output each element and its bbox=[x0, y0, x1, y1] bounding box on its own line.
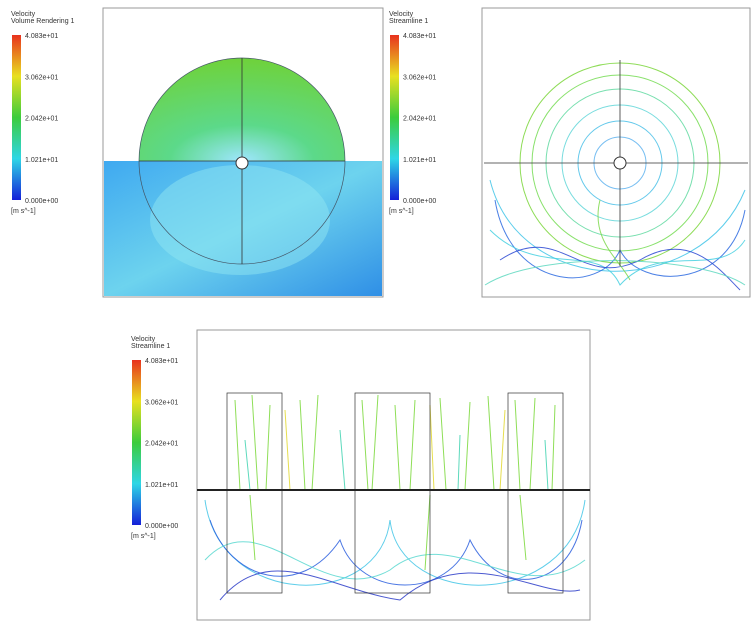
legend-label: 0.000e+00 bbox=[145, 523, 178, 530]
legend-label: 0.000e+00 bbox=[25, 198, 58, 205]
panel-streamline-front bbox=[197, 330, 590, 620]
legend-label: 1.021e+01 bbox=[145, 482, 178, 489]
legend-subtitle: Streamline 1 bbox=[389, 18, 428, 25]
legend-unit: [m s^-1] bbox=[389, 208, 414, 215]
legend-title: Velocity bbox=[131, 336, 156, 343]
shaft bbox=[614, 157, 626, 169]
legend-unit: [m s^-1] bbox=[11, 208, 36, 215]
panel-volume-rendering bbox=[103, 8, 383, 297]
color-bar bbox=[12, 35, 21, 200]
legend-label: 4.083e+01 bbox=[25, 33, 58, 40]
figure: VelocityVolume Rendering 14.083e+013.062… bbox=[0, 0, 752, 623]
legend-label: 1.021e+01 bbox=[403, 157, 436, 164]
legend-subtitle: Streamline 1 bbox=[131, 343, 170, 350]
legend-label: 3.062e+01 bbox=[403, 74, 436, 81]
legend-label: 1.021e+01 bbox=[25, 157, 58, 164]
legend-label: 3.062e+01 bbox=[25, 74, 58, 81]
color-bar bbox=[132, 360, 141, 525]
panel-streamline-side bbox=[482, 8, 750, 297]
legend-label: 2.042e+01 bbox=[403, 116, 436, 123]
legend-label: 2.042e+01 bbox=[25, 116, 58, 123]
frame bbox=[482, 8, 750, 297]
legend-title: Velocity bbox=[389, 11, 414, 18]
shaft bbox=[236, 157, 248, 169]
legend-label: 4.083e+01 bbox=[145, 358, 178, 365]
legend-subtitle: Volume Rendering 1 bbox=[11, 18, 75, 25]
legend-label: 3.062e+01 bbox=[145, 399, 178, 406]
legend-unit: [m s^-1] bbox=[131, 533, 156, 540]
color-bar bbox=[390, 35, 399, 200]
legend-label: 4.083e+01 bbox=[403, 33, 436, 40]
flow-region bbox=[150, 165, 330, 275]
legend-title: Velocity bbox=[11, 11, 36, 18]
legend-label: 0.000e+00 bbox=[403, 198, 436, 205]
legend-label: 2.042e+01 bbox=[145, 441, 178, 448]
